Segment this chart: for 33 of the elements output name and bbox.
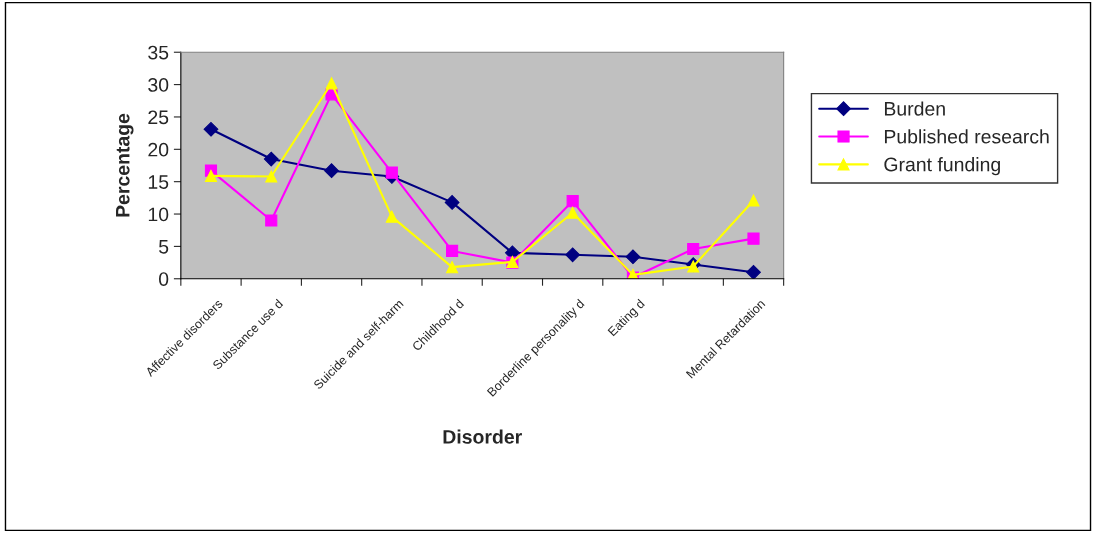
point	[204, 169, 218, 182]
x-axis-title: Disorder	[443, 429, 522, 444]
y-tick-label: 10	[148, 207, 169, 222]
y-tick-label: 15	[148, 175, 169, 189]
y-tick-label: 0	[158, 272, 169, 286]
point	[566, 195, 579, 208]
y-tick-label: 30	[148, 78, 169, 92]
point	[446, 244, 459, 257]
point	[263, 151, 279, 167]
y-axis-title: Percentage	[116, 113, 134, 217]
point	[746, 264, 761, 279]
legend-label: Grant funding	[884, 157, 1000, 176]
point	[747, 232, 760, 245]
point	[565, 247, 581, 263]
point	[625, 249, 641, 265]
point	[324, 163, 339, 179]
point	[203, 121, 219, 137]
point	[325, 77, 338, 90]
point	[444, 194, 460, 210]
y-tick-label: 20	[148, 142, 169, 157]
point	[446, 261, 459, 274]
point	[385, 210, 398, 223]
y-tick-label: 5	[159, 240, 169, 254]
point	[265, 170, 278, 183]
y-tick-label: 35	[148, 45, 169, 60]
legend-label: Published research	[884, 129, 1049, 144]
point	[566, 206, 579, 219]
legend-label: Burden	[884, 101, 945, 116]
point	[747, 194, 760, 207]
point	[265, 214, 278, 227]
y-tick-label: 25	[148, 110, 169, 125]
point	[385, 166, 398, 179]
point	[687, 242, 700, 256]
